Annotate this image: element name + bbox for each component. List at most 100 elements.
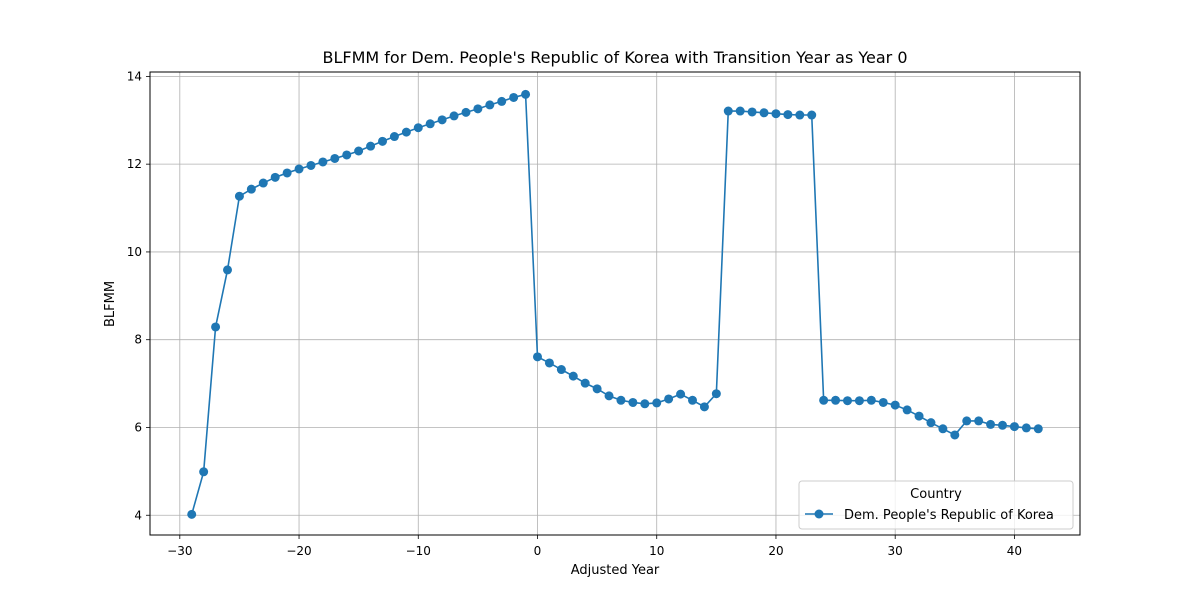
data-point <box>962 416 972 426</box>
x-tick-label: 0 <box>534 544 542 558</box>
data-point <box>544 358 554 368</box>
data-point <box>831 395 841 405</box>
data-point <box>628 397 638 407</box>
data-point <box>568 371 578 381</box>
data-point <box>270 172 280 182</box>
data-point <box>950 430 960 440</box>
data-point <box>449 111 459 121</box>
series-layer <box>187 89 1043 519</box>
data-point <box>747 107 757 117</box>
data-point <box>974 416 984 426</box>
data-point <box>640 399 650 409</box>
data-point <box>556 365 566 375</box>
data-point <box>1009 422 1019 432</box>
data-point <box>306 160 316 170</box>
data-point <box>580 378 590 388</box>
y-tick-label: 6 <box>134 420 142 434</box>
data-point <box>437 115 447 125</box>
x-tick-label: 10 <box>649 544 664 558</box>
data-point <box>843 396 852 406</box>
data-point <box>807 110 817 120</box>
x-tick-label: −10 <box>406 544 431 558</box>
data-point <box>676 389 686 399</box>
tick-layer: −30 −20 −10 0 10 20 30 40 4 6 8 10 12 14 <box>127 69 1022 558</box>
x-tick-label: 30 <box>888 544 903 558</box>
data-point <box>759 108 769 118</box>
data-point <box>986 419 996 429</box>
x-tick-label: −20 <box>286 544 311 558</box>
data-point <box>342 150 352 160</box>
data-point <box>187 509 197 519</box>
data-point <box>938 424 948 434</box>
y-tick-label: 4 <box>134 508 142 522</box>
data-point <box>664 394 674 404</box>
x-axis-label: Adjusted Year <box>571 563 660 578</box>
data-point <box>711 389 721 399</box>
data-point <box>604 391 614 401</box>
data-point <box>866 395 876 405</box>
data-point <box>819 395 829 405</box>
data-point <box>735 106 745 116</box>
x-tick-label: 20 <box>768 544 783 558</box>
data-point <box>783 110 793 120</box>
data-point <box>652 398 662 408</box>
data-point <box>378 136 387 146</box>
data-point <box>854 396 864 406</box>
data-point <box>688 395 697 405</box>
data-point <box>902 405 912 415</box>
data-point <box>389 132 399 142</box>
data-point <box>592 384 602 394</box>
x-tick-label: 40 <box>1007 544 1022 558</box>
data-point <box>234 191 244 201</box>
data-point <box>890 400 900 410</box>
data-point <box>258 178 268 188</box>
data-point <box>318 157 328 167</box>
data-point <box>401 127 411 137</box>
data-point <box>354 146 364 156</box>
data-point <box>461 107 471 117</box>
data-point <box>998 420 1007 430</box>
legend-frame <box>798 480 1074 530</box>
data-point <box>413 123 423 133</box>
data-point <box>533 352 542 362</box>
data-point <box>878 397 888 407</box>
data-point <box>616 395 626 405</box>
data-point <box>521 89 531 99</box>
data-point <box>199 467 209 477</box>
y-tick-label: 8 <box>134 333 142 347</box>
y-axis-label: BLFMM <box>103 281 118 327</box>
data-point <box>1033 424 1043 434</box>
legend-marker-swatch <box>814 509 824 519</box>
grid-layer <box>150 72 1080 535</box>
x-tick-label: −30 <box>167 544 192 558</box>
y-tick-label: 14 <box>127 69 142 83</box>
y-tick-label: 12 <box>127 157 142 171</box>
plot-area-frame <box>149 71 1081 536</box>
data-point <box>211 322 221 332</box>
data-point <box>485 100 495 110</box>
data-point <box>246 184 256 194</box>
data-point <box>509 92 519 102</box>
data-point <box>699 402 709 412</box>
legend-entry-label: Dem. People's Republic of Korea <box>844 508 1054 523</box>
y-tick-label: 10 <box>127 245 142 259</box>
data-point <box>771 109 781 119</box>
legend: Country Dem. People's Republic of Korea <box>798 480 1074 530</box>
data-point <box>282 168 292 178</box>
data-point <box>294 164 304 174</box>
data-point <box>330 153 340 163</box>
data-point <box>926 418 936 428</box>
data-point <box>497 96 507 106</box>
data-point <box>223 265 232 275</box>
data-point <box>723 106 733 116</box>
data-point <box>425 119 435 129</box>
chart-title: BLFMM for Dem. People's Republic of Kore… <box>322 48 907 67</box>
data-point <box>1021 423 1031 433</box>
data-point <box>366 141 376 151</box>
data-point <box>473 104 483 114</box>
data-point <box>914 411 924 421</box>
legend-title: Country <box>910 487 962 502</box>
data-point <box>795 110 805 120</box>
